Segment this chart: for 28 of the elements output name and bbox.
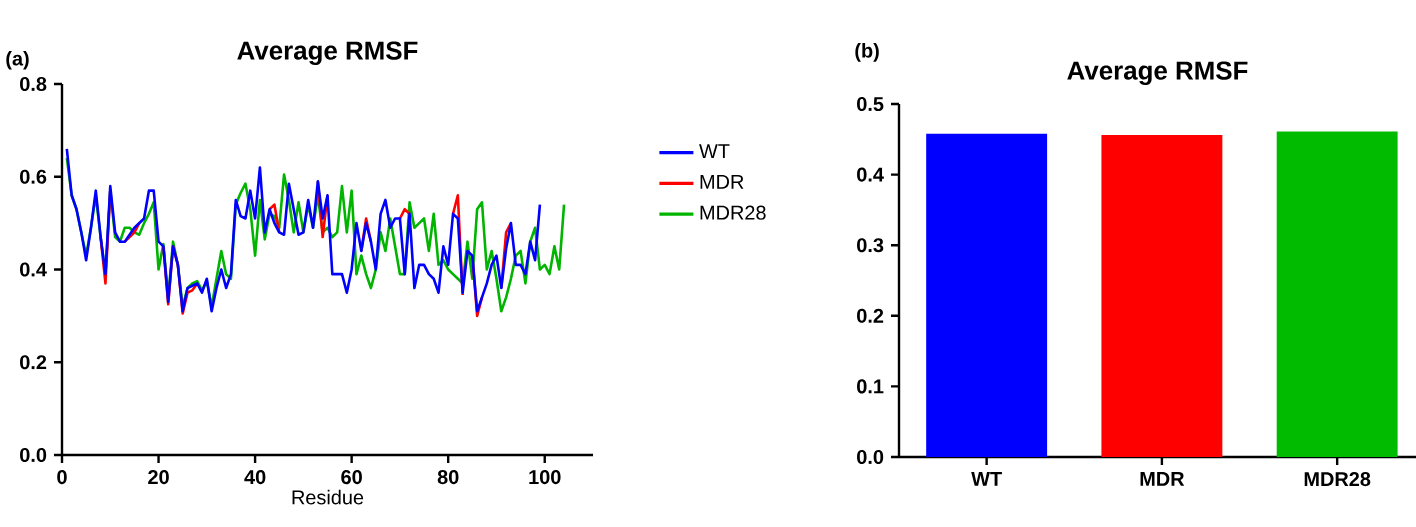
- y-tick-label: 0.5: [857, 96, 884, 112]
- x-tick-label: MDR: [1140, 472, 1185, 486]
- x-tick-label: 40: [244, 470, 266, 485]
- text: (b): [855, 43, 879, 62]
- x-tick-label: WT: [971, 472, 1002, 486]
- y-tick-label: 0.4: [857, 167, 884, 182]
- legend-label: MDR28: [700, 205, 766, 220]
- x-axis-title: Residue: [292, 489, 364, 505]
- y-tick-label: 0.4: [20, 262, 47, 277]
- chart-title: Average RMSF: [237, 41, 418, 66]
- y-tick-label: 0.0: [857, 449, 884, 465]
- x-tick-label: 80: [437, 470, 459, 485]
- y-tick-label: 0.1: [857, 379, 884, 394]
- y-tick-label: 0.3: [857, 238, 884, 253]
- chart-title: Average RMSF: [1067, 61, 1248, 86]
- y-tick-label: 0.2: [20, 355, 47, 370]
- x-tick-label: 0: [57, 470, 67, 485]
- y-tick-label: 0.8: [20, 76, 47, 92]
- y-tick-label: 0.6: [20, 169, 47, 184]
- x-tick-label: 100: [529, 470, 561, 485]
- x-tick-label: 20: [148, 470, 169, 485]
- legend-label: WT: [699, 144, 730, 159]
- text: (a): [6, 50, 29, 70]
- x-tick-label: 60: [341, 470, 362, 485]
- x-tick-label: MDR28: [1304, 472, 1371, 487]
- y-tick-label: 0.0: [20, 447, 47, 463]
- legend-label: MDR: [700, 174, 744, 189]
- y-tick-label: 0.2: [857, 308, 884, 323]
